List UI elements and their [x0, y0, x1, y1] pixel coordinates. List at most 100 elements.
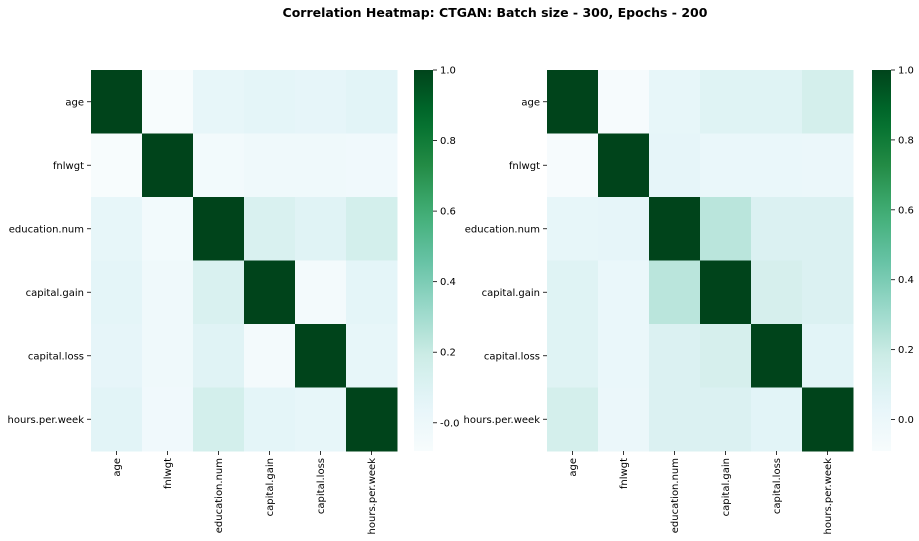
heatmap-cell-capital.gain-hours.per.week	[802, 260, 854, 325]
heatmap-cell-capital.loss-education.num	[649, 324, 701, 388]
heatmap-cell-fnlwgt-hours.per.week	[802, 133, 854, 198]
colorbar-tick-label: 0.6	[440, 207, 456, 218]
heatmap-cell-fnlwgt-age	[91, 133, 143, 198]
x-tick-label-fnlwgt: fnlwgt	[619, 458, 630, 489]
heatmap-cell-capital.gain-fnlwgt	[142, 260, 194, 325]
heatmap-cell-hours.per.week-capital.loss	[751, 387, 803, 452]
heatmap-cell-capital.loss-fnlwgt	[142, 324, 194, 388]
y-tick-label-hours.per.week: hours.per.week	[8, 415, 85, 426]
y-tick-label-capital.gain: capital.gain	[26, 288, 84, 299]
heatmap-cell-age-age	[91, 70, 143, 134]
x-tick-label-capital.gain: capital.gain	[721, 458, 732, 516]
colorbar-tick-label: 0.4	[440, 277, 456, 288]
heatmap-cell-age-fnlwgt	[598, 70, 650, 134]
colorbar-tick-label: 1.0	[440, 66, 456, 77]
y-tick-label-education.num: education.num	[465, 224, 540, 235]
heatmap-cell-fnlwgt-capital.gain	[700, 133, 752, 198]
heatmap-cell-age-capital.loss	[295, 70, 347, 134]
figure-title: Correlation Heatmap: CTGAN: Batch size -…	[282, 5, 708, 20]
heatmap-cell-education.num-capital.gain	[244, 197, 296, 261]
heatmap-cell-fnlwgt-fnlwgt	[598, 133, 650, 198]
heatmap-cell-age-age	[547, 70, 599, 134]
x-tick-label-capital.gain: capital.gain	[265, 458, 276, 516]
heatmap-cell-capital.gain-age	[91, 260, 143, 325]
x-tick-label-age: age	[568, 458, 579, 477]
heatmap-cell-education.num-age	[547, 197, 599, 261]
heatmap-cell-fnlwgt-age	[547, 133, 599, 198]
x-tick-label-hours.per.week: hours.per.week	[823, 458, 834, 535]
heatmap-cell-fnlwgt-capital.gain	[244, 133, 296, 198]
colorbar-tick-label: 0.8	[898, 135, 914, 146]
heatmap-cell-capital.gain-education.num	[193, 260, 245, 325]
colorbar-tick-label: -0.0	[440, 418, 460, 429]
heatmap-cell-education.num-hours.per.week	[802, 197, 854, 261]
heatmap-cell-capital.gain-age	[547, 260, 599, 325]
heatmap-cell-age-hours.per.week	[346, 70, 398, 134]
heatmap-cell-education.num-education.num	[193, 197, 245, 261]
colorbar	[872, 70, 891, 451]
x-tick-label-education.num: education.num	[214, 458, 225, 533]
heatmap-cell-hours.per.week-capital.gain	[700, 387, 752, 452]
heatmap-cell-education.num-capital.loss	[295, 197, 347, 261]
heatmap-cell-hours.per.week-fnlwgt	[142, 387, 194, 452]
y-tick-label-fnlwgt: fnlwgt	[509, 161, 540, 172]
colorbar-tick-label: 0.4	[898, 275, 914, 286]
heatmap-cell-age-fnlwgt	[142, 70, 194, 134]
heatmap-cell-capital.loss-hours.per.week	[802, 324, 854, 388]
y-tick-label-age: age	[521, 97, 540, 108]
heatmap-cell-age-capital.gain	[244, 70, 296, 134]
heatmap-cell-capital.gain-capital.loss	[295, 260, 347, 325]
heatmap-panel-1: age fnlwgt education.num capital.gain capita…	[8, 66, 460, 535]
heatmap-cell-age-capital.gain	[700, 70, 752, 134]
heatmap-cell-age-hours.per.week	[802, 70, 854, 134]
heatmap-cell-capital.gain-education.num	[649, 260, 701, 325]
heatmap-cell-capital.loss-age	[91, 324, 143, 388]
x-tick-label-hours.per.week: hours.per.week	[367, 458, 378, 535]
heatmap-cell-hours.per.week-education.num	[193, 387, 245, 452]
heatmap-cell-age-education.num	[193, 70, 245, 134]
heatmap-cell-education.num-fnlwgt	[142, 197, 194, 261]
heatmap-cell-capital.loss-hours.per.week	[346, 324, 398, 388]
colorbar	[414, 70, 433, 451]
heatmap-cell-hours.per.week-age	[547, 387, 599, 452]
heatmap-cell-fnlwgt-capital.loss	[751, 133, 803, 198]
heatmap-cell-education.num-hours.per.week	[346, 197, 398, 261]
heatmap-cell-education.num-fnlwgt	[598, 197, 650, 261]
heatmap-cell-capital.loss-capital.loss	[295, 324, 347, 388]
heatmap-cell-capital.loss-capital.loss	[751, 324, 803, 388]
heatmap-cell-fnlwgt-fnlwgt	[142, 133, 194, 198]
y-tick-label-education.num: education.num	[9, 224, 84, 235]
colorbar-tick-label: 0.8	[440, 136, 456, 147]
x-tick-label-capital.loss: capital.loss	[316, 458, 327, 514]
heatmap-cell-capital.gain-capital.gain	[700, 260, 752, 325]
colorbar-tick-label: 0.6	[898, 205, 914, 216]
y-tick-label-capital.loss: capital.loss	[28, 351, 84, 362]
heatmap-cell-capital.loss-education.num	[193, 324, 245, 388]
heatmap-cell-capital.loss-fnlwgt	[598, 324, 650, 388]
colorbar-tick-label: 1.0	[898, 66, 914, 77]
colorbar-tick-label: 0.2	[898, 345, 914, 356]
y-tick-label-fnlwgt: fnlwgt	[53, 161, 84, 172]
heatmap-cell-hours.per.week-hours.per.week	[802, 387, 854, 452]
heatmap-cell-hours.per.week-education.num	[649, 387, 701, 452]
heatmap-cell-capital.loss-age	[547, 324, 599, 388]
heatmap-cell-capital.loss-capital.gain	[244, 324, 296, 388]
y-tick-label-age: age	[65, 97, 84, 108]
heatmap-cell-hours.per.week-capital.loss	[295, 387, 347, 452]
heatmap-cell-education.num-education.num	[649, 197, 701, 261]
heatmap-cell-capital.gain-fnlwgt	[598, 260, 650, 325]
y-tick-label-hours.per.week: hours.per.week	[464, 415, 541, 426]
y-tick-label-capital.loss: capital.loss	[484, 351, 540, 362]
x-tick-label-age: age	[112, 458, 123, 477]
heatmap-cell-capital.gain-capital.loss	[751, 260, 803, 325]
heatmap-cell-hours.per.week-fnlwgt	[598, 387, 650, 452]
x-tick-label-fnlwgt: fnlwgt	[163, 458, 174, 489]
heatmap-cell-hours.per.week-hours.per.week	[346, 387, 398, 452]
heatmap-cell-capital.loss-capital.gain	[700, 324, 752, 388]
heatmap-cell-education.num-capital.gain	[700, 197, 752, 261]
x-tick-label-capital.loss: capital.loss	[772, 458, 783, 514]
heatmap-cell-age-education.num	[649, 70, 701, 134]
heatmap-cell-age-capital.loss	[751, 70, 803, 134]
heatmap-cell-education.num-age	[91, 197, 143, 261]
